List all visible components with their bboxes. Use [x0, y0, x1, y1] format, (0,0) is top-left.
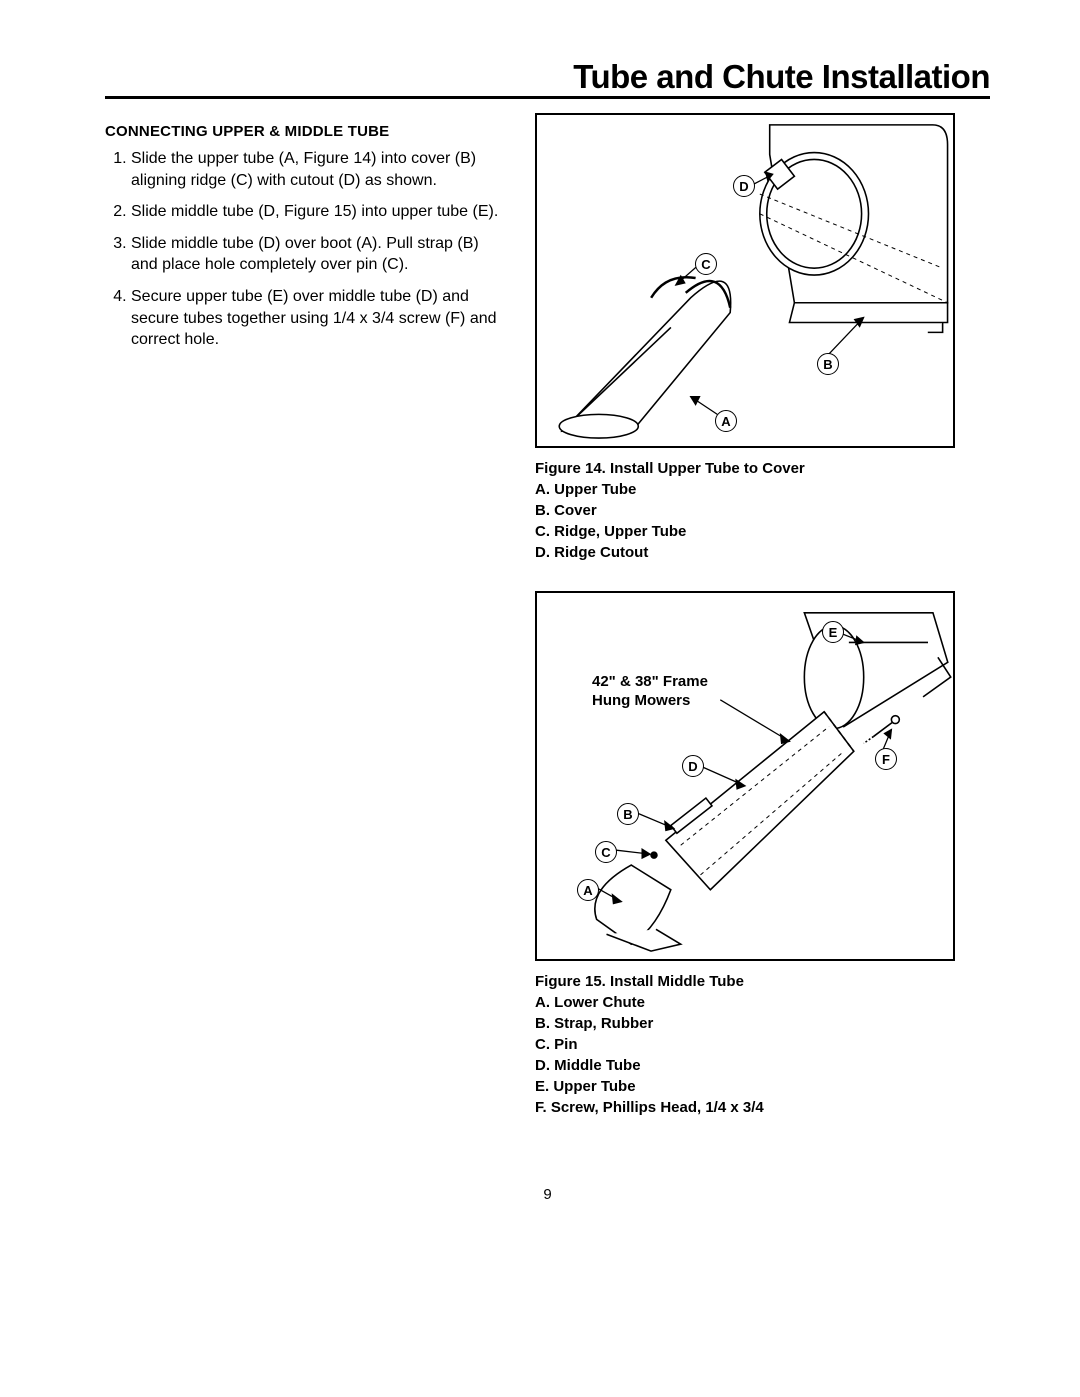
callout-d: D — [682, 755, 704, 777]
figure-14-frame: D C B A — [535, 113, 955, 448]
step-2: Slide middle tube (D, Figure 15) into up… — [131, 201, 505, 223]
figure-15-caption: Figure 15. Install Middle Tube A. Lower … — [535, 971, 990, 1118]
figure-15-diagram — [537, 593, 953, 959]
callout-d: D — [733, 175, 755, 197]
figure-14-item-d: D. Ridge Cutout — [535, 542, 990, 563]
callout-f: F — [875, 748, 897, 770]
figure-15-item-d: D. Middle Tube — [535, 1055, 990, 1076]
page: Tube and Chute Installation CONNECTING U… — [0, 0, 1080, 1243]
step-3: Slide middle tube (D) over boot (A). Pul… — [131, 233, 505, 276]
callout-b: B — [817, 353, 839, 375]
figure-14-item-b: B. Cover — [535, 500, 990, 521]
callout-c: C — [595, 841, 617, 863]
rule-fill — [105, 93, 563, 96]
figure-15-frame: 42" & 38" Frame Hung Mowers E F D B C A — [535, 591, 955, 961]
instruction-list: Slide the upper tube (A, Figure 14) into… — [105, 148, 505, 351]
figure-15-item-e: E. Upper Tube — [535, 1076, 990, 1097]
content-columns: CONNECTING UPPER & MIDDLE TUBE Slide the… — [105, 113, 990, 1146]
figure-14-title: Figure 14. Install Upper Tube to Cover — [535, 458, 990, 479]
callout-b: B — [617, 803, 639, 825]
figure-14-caption: Figure 14. Install Upper Tube to Cover A… — [535, 458, 990, 563]
figure-15-title: Figure 15. Install Middle Tube — [535, 971, 990, 992]
step-4: Secure upper tube (E) over middle tube (… — [131, 286, 505, 351]
step-1: Slide the upper tube (A, Figure 14) into… — [131, 148, 505, 191]
header-rule: Tube and Chute Installation — [105, 60, 990, 99]
right-column: D C B A Figure 14. Install Upper Tube to… — [535, 113, 990, 1146]
left-column: CONNECTING UPPER & MIDDLE TUBE Slide the… — [105, 113, 505, 1146]
figure-15-item-f: F. Screw, Phillips Head, 1/4 x 3/4 — [535, 1097, 990, 1118]
page-title: Tube and Chute Installation — [563, 60, 990, 96]
page-number: 9 — [105, 1186, 990, 1203]
figure-14-block: D C B A Figure 14. Install Upper Tube to… — [535, 113, 990, 563]
figure-15-item-a: A. Lower Chute — [535, 992, 990, 1013]
callout-c: C — [695, 253, 717, 275]
figure-14-diagram — [537, 115, 953, 446]
figure-15-note: 42" & 38" Frame Hung Mowers — [592, 673, 708, 711]
figure-15-item-c: C. Pin — [535, 1034, 990, 1055]
figure-14-item-a: A. Upper Tube — [535, 479, 990, 500]
figure-14-item-c: C. Ridge, Upper Tube — [535, 521, 990, 542]
callout-a: A — [715, 410, 737, 432]
figure-15-block: 42" & 38" Frame Hung Mowers E F D B C A … — [535, 591, 990, 1118]
section-heading: CONNECTING UPPER & MIDDLE TUBE — [105, 123, 505, 140]
callout-e: E — [822, 621, 844, 643]
callout-a: A — [577, 879, 599, 901]
figure-15-item-b: B. Strap, Rubber — [535, 1013, 990, 1034]
